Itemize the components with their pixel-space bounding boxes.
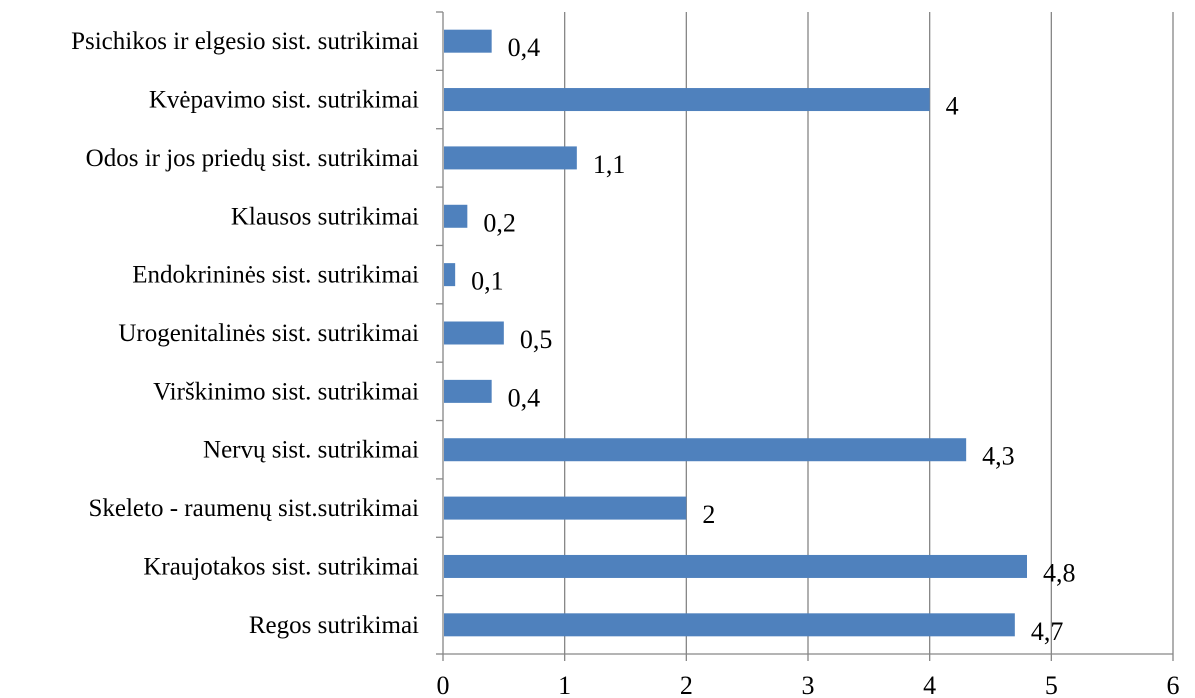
data-label: 2 [702,500,715,529]
bar [444,554,1027,578]
category-label: Kvėpavimo sist. sutrikimai [149,87,419,114]
data-label: 4 [946,92,959,121]
bar [444,496,687,520]
data-label: 0,2 [483,208,516,237]
grid-lines [564,12,1174,654]
x-tick-label: 3 [802,671,815,698]
category-label: Urogenitalinės sist. sutrikimai [118,320,419,347]
bars-group [444,29,1027,637]
x-tick-label: 5 [1045,671,1058,698]
data-label: 0,1 [471,267,504,296]
axes-group [436,11,1174,661]
category-label: Nervų sist. sutrikimai [203,437,419,464]
bar [444,321,504,345]
data-label: 4,8 [1043,558,1076,587]
data-label: 4,3 [982,442,1015,471]
category-label: Psichikos ir elgesio sist. sutrikimai [71,28,419,55]
category-label: Endokrininės sist. sutrikimai [132,262,419,289]
category-label: Skeleto - raumenų sist.sutrikimai [88,495,419,522]
data-label: 0,4 [508,383,540,412]
category-label: Regos sutrikimai [249,612,419,639]
x-tick-label: 0 [437,671,450,698]
data-label: 0,5 [520,325,553,354]
x-tick-label: 1 [558,671,571,698]
labels-group: 0 1 2 3 4 5 6 Regos sutrikimai 4,7 Kraujotakos si… [71,28,1179,698]
bar [444,29,492,53]
category-label: Odos ir jos priedų sist. sutrikimai [86,145,419,172]
data-label: 4,7 [1031,617,1064,646]
x-tick-label: 6 [1167,671,1180,698]
bar [444,438,967,462]
bar [444,88,930,112]
category-label: Kraujotakos sist. sutrikimai [143,553,419,580]
category-label: Virškinimo sist. sutrikimai [153,378,419,405]
x-tick-label: 2 [680,671,693,698]
category-label: Klausos sutrikimai [231,203,419,230]
data-label: 1,1 [593,150,626,179]
bar [444,204,468,228]
bar [444,613,1015,637]
data-label: 0,4 [508,33,540,62]
bar [444,146,577,170]
bar [444,263,456,287]
x-tick-label: 4 [923,671,936,698]
bar [444,379,492,403]
